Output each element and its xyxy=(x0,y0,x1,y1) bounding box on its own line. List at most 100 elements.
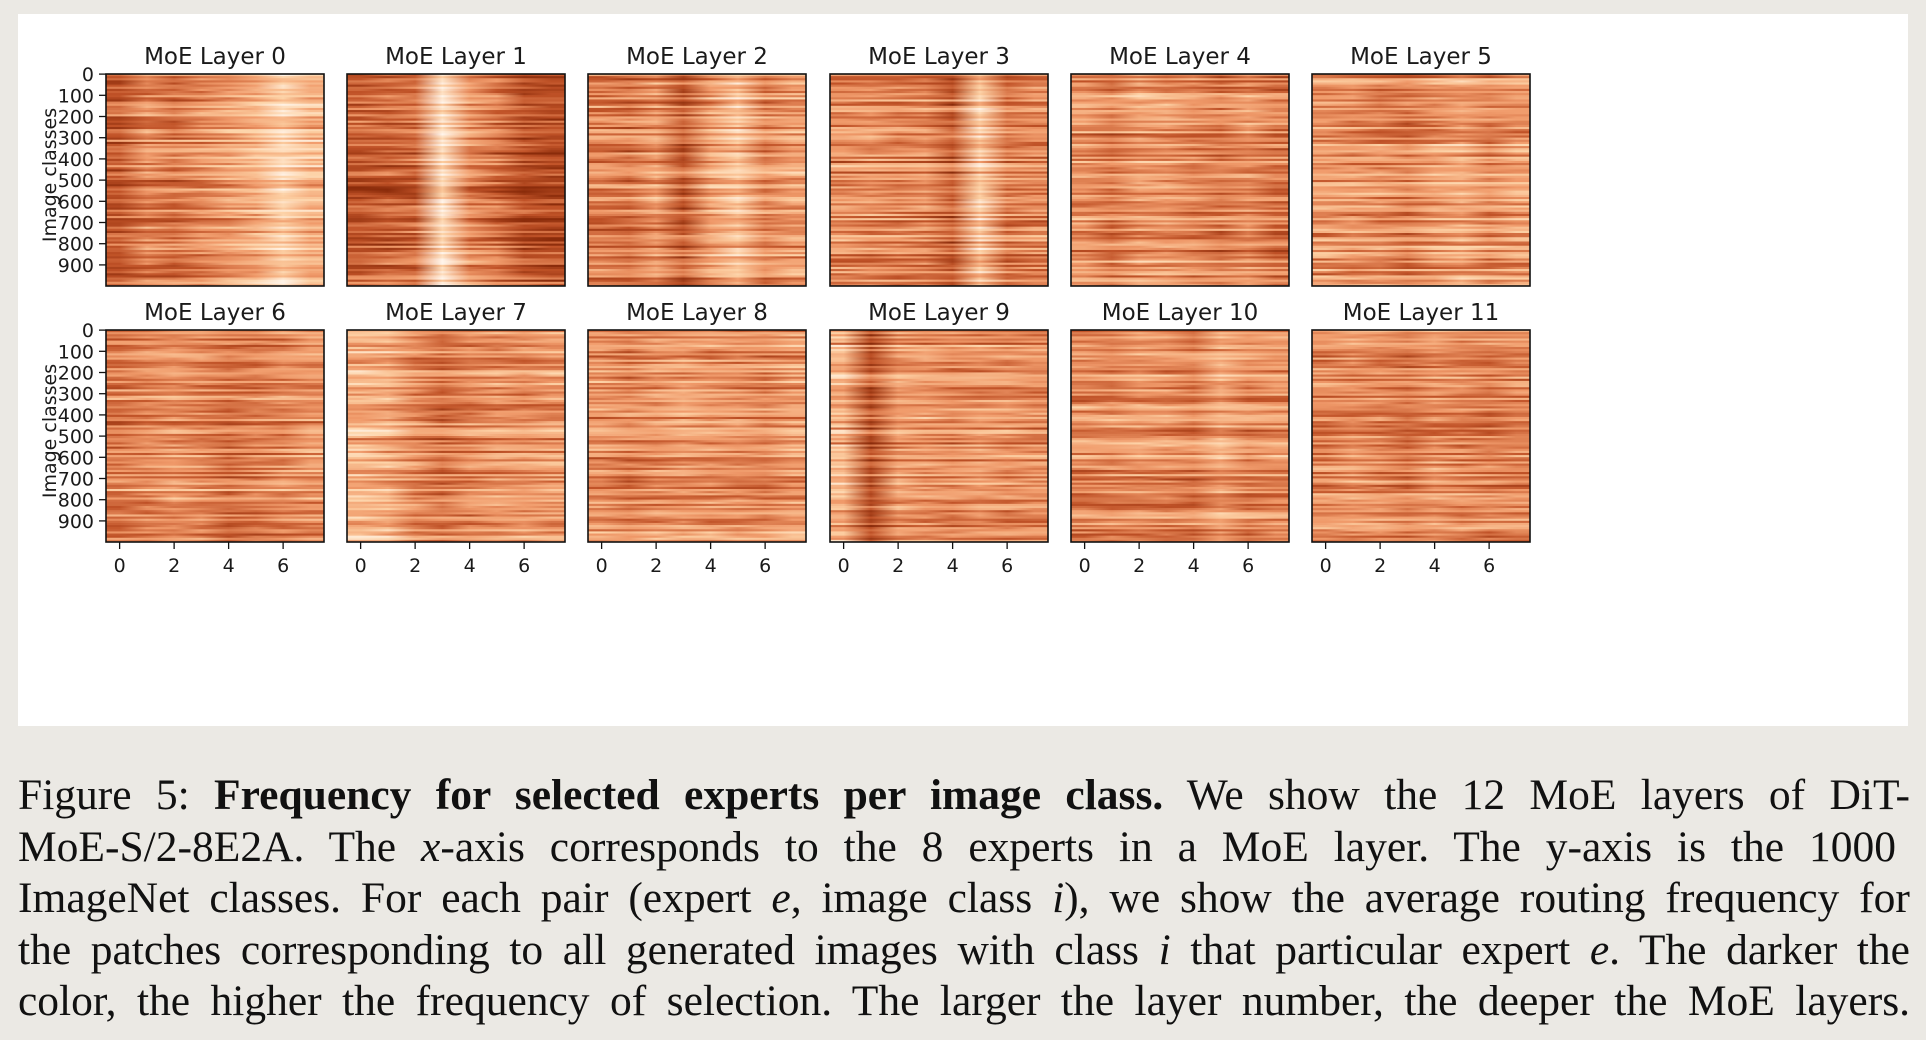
heatmap-row xyxy=(1071,154,1289,158)
heatmap-row xyxy=(106,336,324,340)
heatmap-row xyxy=(1312,406,1530,410)
heatmap-row xyxy=(106,520,324,524)
x-tick-label: 6 xyxy=(1242,555,1254,577)
heatmap-row xyxy=(1071,143,1289,147)
heatmap-row xyxy=(1071,395,1289,399)
heatmap-row xyxy=(830,393,1048,397)
heatmap-row xyxy=(347,281,565,285)
heatmap-row xyxy=(588,486,806,490)
heatmap-row xyxy=(830,455,1048,458)
heatmap-row xyxy=(1071,459,1289,463)
heatmap-row xyxy=(1071,171,1289,175)
heatmap-row xyxy=(106,402,324,405)
heatmap-row xyxy=(1312,124,1530,128)
heatmap-row xyxy=(1071,269,1289,272)
heatmap-row xyxy=(1312,357,1530,361)
heatmap-row xyxy=(1071,501,1289,505)
heatmap-row xyxy=(347,112,565,115)
heatmap-row xyxy=(1312,446,1530,450)
heatmap-row xyxy=(347,129,565,132)
heatmap-row xyxy=(1312,262,1530,266)
heatmap-row xyxy=(1312,154,1530,158)
heatmap-row xyxy=(347,152,565,156)
heatmap-row xyxy=(106,393,324,397)
panel-title: MoE Layer 8 xyxy=(626,300,768,326)
heatmap-row xyxy=(106,203,324,207)
heatmap-row xyxy=(830,146,1048,149)
heatmap-row xyxy=(588,452,806,456)
heatmap-row xyxy=(106,254,324,257)
heatmap-row xyxy=(1312,258,1530,262)
heatmap-row xyxy=(588,444,806,448)
heatmap-row xyxy=(106,182,324,185)
heatmap-row xyxy=(1312,520,1530,524)
heatmap-row xyxy=(1312,249,1530,253)
heatmap-row xyxy=(1312,457,1530,460)
heatmap-row xyxy=(1071,338,1289,342)
heatmap-row xyxy=(1071,539,1289,542)
heatmap-row xyxy=(1312,461,1530,465)
heatmap-row xyxy=(1071,431,1289,435)
heatmap-row xyxy=(106,474,324,477)
heatmap-row xyxy=(1312,211,1530,215)
heatmap-row xyxy=(1071,444,1289,448)
heatmap-row xyxy=(106,427,324,431)
heatmap-row xyxy=(830,213,1048,217)
heatmap-row xyxy=(830,421,1048,424)
panel-title: MoE Layer 9 xyxy=(868,300,1010,326)
heatmap-row xyxy=(830,499,1048,503)
heatmap-row xyxy=(1071,264,1289,268)
heatmap-row xyxy=(830,412,1048,416)
heatmap-row xyxy=(1312,233,1530,236)
heatmap-row xyxy=(588,228,806,232)
heatmap-row xyxy=(1312,86,1530,90)
heatmap-row xyxy=(830,431,1048,435)
heatmap-row xyxy=(1071,505,1289,509)
heatmap-row xyxy=(106,346,324,350)
heatmap-row xyxy=(1312,404,1530,407)
heatmap-row xyxy=(588,190,806,194)
heatmap-row xyxy=(347,143,565,147)
caption-text: color, the higher the frequency of selec… xyxy=(18,977,1911,1025)
heatmap-row xyxy=(347,461,565,465)
heatmap-row xyxy=(1071,416,1289,420)
heatmap-row xyxy=(1312,84,1530,88)
heatmap-row xyxy=(347,412,565,416)
heatmap-row xyxy=(1071,177,1289,181)
heatmap-row xyxy=(1071,249,1289,253)
heatmap-row xyxy=(1071,346,1289,350)
heatmap-row xyxy=(588,112,806,115)
heatmap-row xyxy=(106,363,324,367)
heatmap-row xyxy=(1071,478,1289,482)
heatmap-row xyxy=(588,351,806,354)
heatmap-row xyxy=(106,237,324,240)
x-tick-label: 0 xyxy=(1079,555,1091,577)
heatmap-row xyxy=(347,423,565,426)
heatmap-row xyxy=(1312,264,1530,268)
heatmap-row xyxy=(588,380,806,384)
caption-text: We show the 12 MoE layers of DiT- xyxy=(1163,771,1911,819)
heatmap-row xyxy=(106,199,324,202)
heatmap-row xyxy=(106,448,324,452)
heatmap-row xyxy=(106,489,324,492)
heatmap-row xyxy=(1312,423,1530,426)
heatmap-row xyxy=(106,156,324,160)
heatmap-row xyxy=(347,275,565,279)
heatmap-row xyxy=(106,222,324,226)
heatmap-row xyxy=(106,351,324,354)
heatmap-row xyxy=(1312,342,1530,346)
caption-line: ImageNet classes. For each pair (expert … xyxy=(18,873,1910,925)
heatmap-row xyxy=(347,332,565,335)
heatmap-row xyxy=(106,385,324,388)
heatmap-row xyxy=(106,467,324,471)
heatmap-row xyxy=(1071,522,1289,526)
heatmap-row xyxy=(106,118,324,122)
heatmap-row xyxy=(1312,476,1530,479)
heatmap-row xyxy=(1071,254,1289,257)
x-tick-label: 0 xyxy=(838,555,850,577)
heatmap-row xyxy=(347,535,565,539)
heatmap-row xyxy=(106,186,324,190)
heatmap-row xyxy=(1312,508,1530,511)
heatmap-row xyxy=(106,90,324,94)
heatmap-row xyxy=(1312,209,1530,213)
